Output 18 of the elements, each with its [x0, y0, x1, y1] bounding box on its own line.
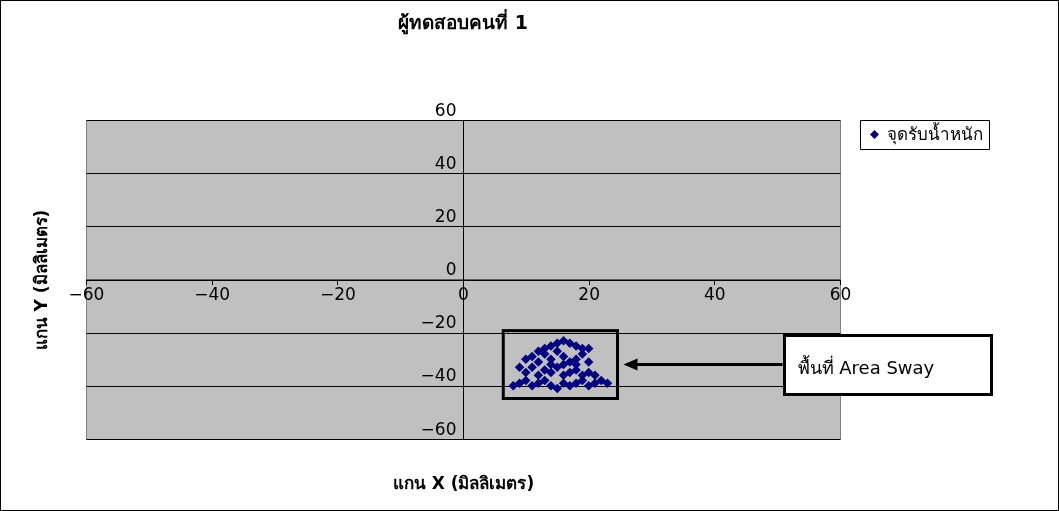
- chart-title: ผู้ทดสอบคนที่ 1: [398, 9, 528, 35]
- y-tick-label: 60: [434, 99, 457, 120]
- x-tick-label: 40: [704, 284, 726, 304]
- y-tick-label: 20: [434, 205, 457, 226]
- x-tick-label: 60: [829, 284, 852, 304]
- x-tick-label: −60: [68, 284, 105, 304]
- x-tick-label: −40: [194, 284, 231, 304]
- y-tick-label: −60: [420, 418, 457, 439]
- y-tick-label: 0: [445, 259, 457, 279]
- y-tick-label: −20: [420, 312, 457, 333]
- x-tick-label: −20: [319, 284, 356, 304]
- x-axis-title: แกน X (มิลลิเมตร): [392, 472, 535, 493]
- legend-label: จุดรับน้ำหนัก: [887, 121, 983, 145]
- y-tick-label: 40: [434, 152, 457, 173]
- y-tick-label: −40: [420, 365, 457, 386]
- annotation: พื้นที่ Area Sway: [797, 354, 935, 380]
- y-axis-title: แกน Y (มิลลิเมตร): [30, 209, 51, 351]
- x-tick-label: 20: [578, 284, 600, 304]
